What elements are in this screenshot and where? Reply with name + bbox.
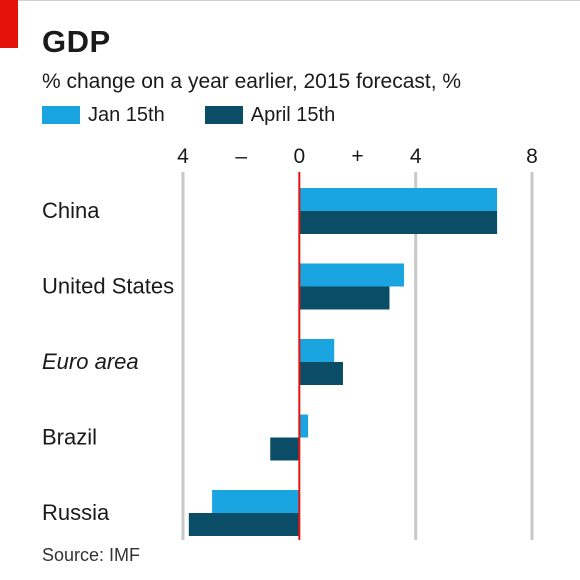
bar-jan bbox=[299, 339, 335, 362]
x-sign-label: – bbox=[235, 145, 247, 168]
legend-item-jan: Jan 15th bbox=[42, 104, 165, 127]
bar-april bbox=[270, 437, 300, 461]
category-label: Russia bbox=[42, 500, 110, 525]
bar-jan bbox=[212, 490, 300, 513]
legend-label-jan: Jan 15th bbox=[88, 103, 165, 126]
category-label: Brazil bbox=[42, 425, 97, 450]
x-sign-label: + bbox=[351, 145, 363, 168]
chart-subtitle: % change on a year earlier, 2015 forecas… bbox=[42, 70, 462, 93]
bar-april bbox=[188, 513, 300, 536]
bar-jan bbox=[299, 263, 405, 287]
bar-april bbox=[299, 286, 390, 310]
brand-red-tag bbox=[0, 0, 18, 48]
chart-title: GDP bbox=[42, 24, 111, 59]
legend-item-april: April 15th bbox=[204, 103, 336, 127]
x-tick-label: 0 bbox=[293, 145, 305, 168]
x-tick-label: 8 bbox=[526, 145, 538, 168]
category-label: Euro area bbox=[42, 349, 139, 374]
legend-swatch-april bbox=[204, 106, 243, 124]
bar-april bbox=[299, 362, 343, 385]
category-label: China bbox=[42, 198, 100, 223]
x-tick-label: 4 bbox=[410, 145, 422, 168]
source-note: Source: IMF bbox=[42, 545, 141, 565]
top-rule bbox=[0, 0, 580, 1]
bar-april bbox=[299, 211, 498, 234]
legend-label-april: April 15th bbox=[250, 103, 336, 126]
bar-jan bbox=[299, 414, 309, 438]
legend: Jan 15th April 15th bbox=[42, 102, 375, 128]
legend-swatch-jan bbox=[42, 106, 80, 124]
x-tick-label: 4 bbox=[177, 145, 189, 168]
category-label: United States bbox=[42, 274, 174, 299]
bar-jan bbox=[299, 188, 498, 211]
